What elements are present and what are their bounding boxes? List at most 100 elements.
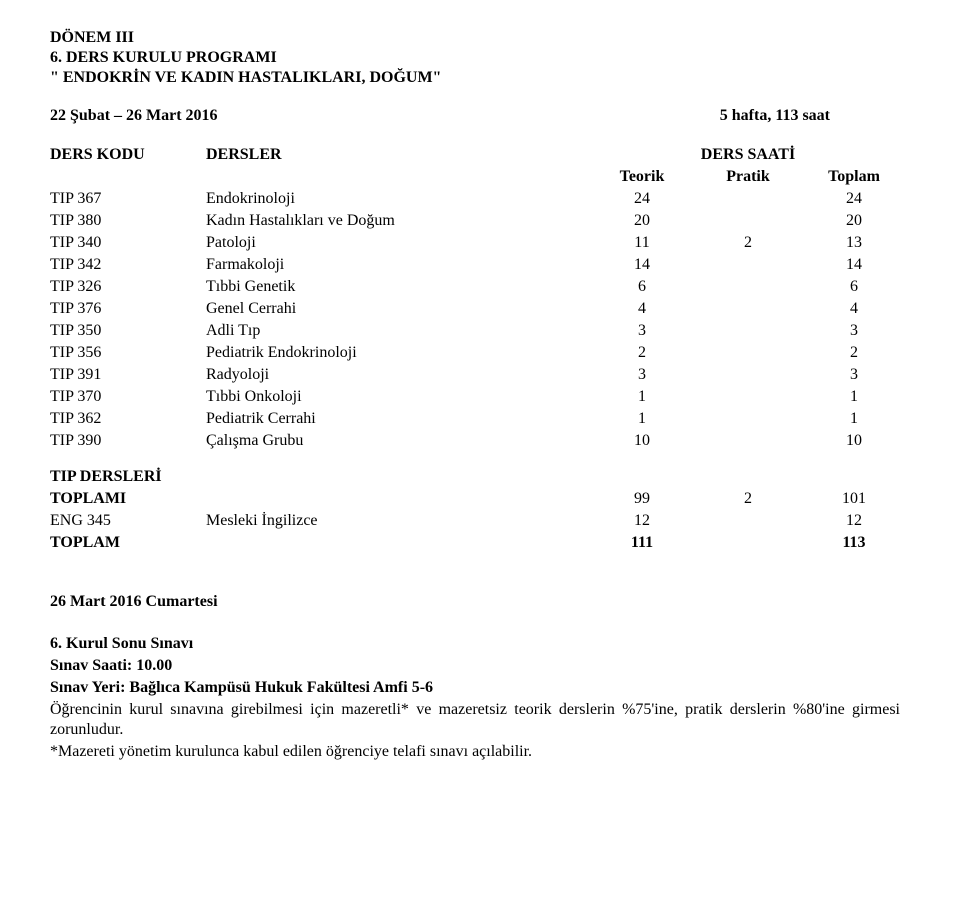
row-pratik [698, 210, 804, 232]
footer-paragraph-1: Öğrencinin kurul sınavına girebilmesi iç… [50, 700, 900, 740]
row-teorik: 2 [592, 342, 698, 364]
row-pratik [698, 276, 804, 298]
eng-toplam: 12 [804, 510, 910, 532]
tip-total-label-2: TOPLAMI [50, 488, 592, 510]
tip-total-row-1: TIP DERSLERİ [50, 466, 910, 488]
table-row: TIP 370Tıbbi Onkoloji11 [50, 386, 910, 408]
grand-label: TOPLAM [50, 532, 592, 554]
row-toplam: 10 [804, 430, 910, 452]
row-teorik: 14 [592, 254, 698, 276]
exam-place: Sınav Yeri: Bağlıca Kampüsü Hukuk Fakült… [50, 678, 910, 698]
row-toplam: 13 [804, 232, 910, 254]
table-row: TIP 376Genel Cerrahi44 [50, 298, 910, 320]
program-line: 6. DERS KURULU PROGRAMI [50, 48, 910, 68]
row-code: TIP 350 [50, 320, 206, 342]
row-teorik: 24 [592, 188, 698, 210]
row-toplam: 24 [804, 188, 910, 210]
row-code: TIP 342 [50, 254, 206, 276]
grand-pratik [698, 532, 804, 554]
row-teorik: 3 [592, 364, 698, 386]
tip-total-teorik: 99 [592, 488, 698, 510]
course-table: DERS KODU DERSLER DERS SAATİ Teorik Prat… [50, 144, 910, 554]
row-name: Patoloji [206, 232, 592, 254]
row-pratik: 2 [698, 232, 804, 254]
table-row: TIP 391Radyoloji33 [50, 364, 910, 386]
head-teorik: Teorik [592, 166, 698, 188]
row-toplam: 1 [804, 386, 910, 408]
row-pratik [698, 408, 804, 430]
row-pratik [698, 254, 804, 276]
row-toplam: 6 [804, 276, 910, 298]
row-toplam: 1 [804, 408, 910, 430]
table-row: TIP 342Farmakoloji1414 [50, 254, 910, 276]
row-name: Endokrinoloji [206, 188, 592, 210]
head-pratik: Pratik [698, 166, 804, 188]
row-code: TIP 326 [50, 276, 206, 298]
head-code: DERS KODU [50, 144, 206, 188]
row-teorik: 4 [592, 298, 698, 320]
eng-pratik [698, 510, 804, 532]
row-code: TIP 356 [50, 342, 206, 364]
row-teorik: 3 [592, 320, 698, 342]
exam-date: 26 Mart 2016 Cumartesi [50, 592, 910, 612]
row-pratik [698, 430, 804, 452]
row-name: Çalışma Grubu [206, 430, 592, 452]
row-code: TIP 362 [50, 408, 206, 430]
table-row: TIP 326Tıbbi Genetik66 [50, 276, 910, 298]
row-code: TIP 367 [50, 188, 206, 210]
exam-title: 6. Kurul Sonu Sınavı [50, 634, 910, 654]
tip-total-toplam: 101 [804, 488, 910, 510]
tip-total-pratik: 2 [698, 488, 804, 510]
row-code: TIP 376 [50, 298, 206, 320]
date-range: 22 Şubat – 26 Mart 2016 [50, 106, 218, 126]
row-toplam: 3 [804, 320, 910, 342]
row-pratik [698, 342, 804, 364]
row-code: TIP 391 [50, 364, 206, 386]
table-row: TIP 350Adli Tıp33 [50, 320, 910, 342]
row-code: TIP 390 [50, 430, 206, 452]
row-teorik: 1 [592, 386, 698, 408]
row-pratik [698, 386, 804, 408]
row-name: Tıbbi Onkoloji [206, 386, 592, 408]
tip-total-label-1: TIP DERSLERİ [50, 466, 910, 488]
table-header-row-1: DERS KODU DERSLER DERS SAATİ [50, 144, 910, 166]
head-saat: DERS SAATİ [592, 144, 910, 166]
eng-code: ENG 345 [50, 510, 206, 532]
head-toplam: Toplam [804, 166, 910, 188]
table-row: TIP 380Kadın Hastalıkları ve Doğum2020 [50, 210, 910, 232]
row-pratik [698, 188, 804, 210]
table-row: TIP 390Çalışma Grubu1010 [50, 430, 910, 452]
row-name: Genel Cerrahi [206, 298, 592, 320]
date-duration-row: 22 Şubat – 26 Mart 2016 5 hafta, 113 saa… [50, 106, 830, 126]
row-toplam: 2 [804, 342, 910, 364]
grand-teorik: 111 [592, 532, 698, 554]
term-label: DÖNEM III [50, 28, 910, 48]
footer-block: 26 Mart 2016 Cumartesi 6. Kurul Sonu Sın… [50, 592, 910, 762]
duration: 5 hafta, 113 saat [720, 106, 830, 126]
table-row: TIP 340Patoloji11213 [50, 232, 910, 254]
row-toplam: 4 [804, 298, 910, 320]
row-name: Kadın Hastalıkları ve Doğum [206, 210, 592, 232]
row-name: Adli Tıp [206, 320, 592, 342]
eng-name: Mesleki İngilizce [206, 510, 592, 532]
table-row: TIP 356Pediatrik Endokrinoloji22 [50, 342, 910, 364]
row-teorik: 1 [592, 408, 698, 430]
row-code: TIP 380 [50, 210, 206, 232]
head-name: DERSLER [206, 144, 592, 188]
eng-teorik: 12 [592, 510, 698, 532]
row-name: Pediatrik Cerrahi [206, 408, 592, 430]
row-toplam: 14 [804, 254, 910, 276]
row-pratik [698, 298, 804, 320]
row-toplam: 3 [804, 364, 910, 386]
grand-total-row: TOPLAM 111 113 [50, 532, 910, 554]
table-row: TIP 362Pediatrik Cerrahi11 [50, 408, 910, 430]
header-block: DÖNEM III 6. DERS KURULU PROGRAMI " ENDO… [50, 28, 910, 88]
exam-time: Sınav Saati: 10.00 [50, 656, 910, 676]
row-toplam: 20 [804, 210, 910, 232]
tip-total-row-2: TOPLAMI 99 2 101 [50, 488, 910, 510]
row-name: Farmakoloji [206, 254, 592, 276]
row-teorik: 6 [592, 276, 698, 298]
title-quoted: " ENDOKRİN VE KADIN HASTALIKLARI, DOĞUM" [50, 68, 910, 88]
row-pratik [698, 364, 804, 386]
row-teorik: 20 [592, 210, 698, 232]
